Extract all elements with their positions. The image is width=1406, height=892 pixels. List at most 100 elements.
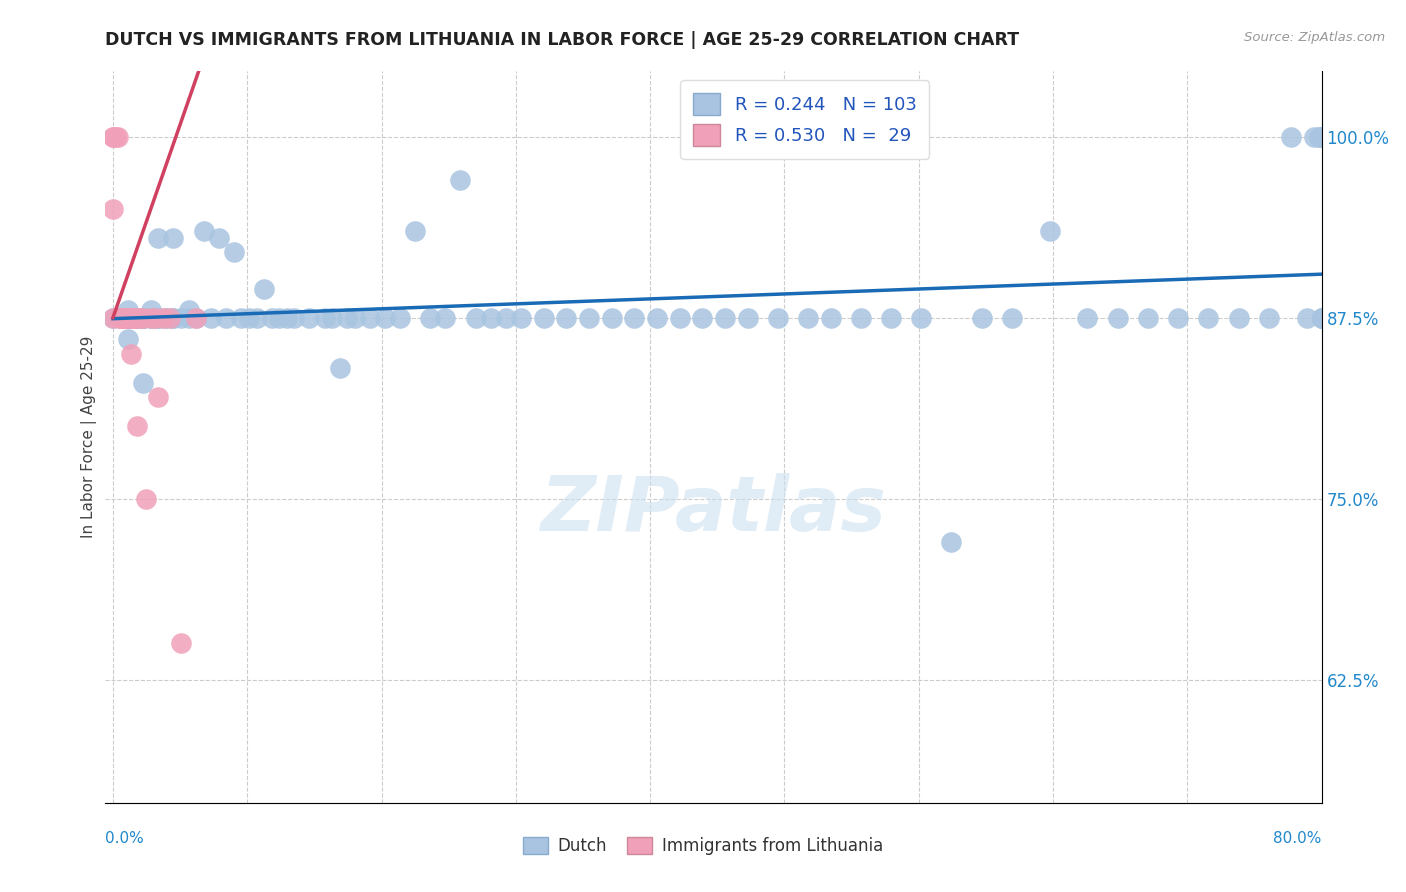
Point	[132, 310, 155, 325]
Point	[1227, 310, 1250, 325]
Point	[110, 310, 132, 325]
Point	[1310, 310, 1333, 325]
Point	[253, 282, 276, 296]
Point	[419, 310, 441, 325]
Point	[148, 390, 170, 404]
Point	[269, 310, 291, 325]
Point	[1309, 129, 1331, 144]
Point	[404, 224, 426, 238]
Point	[1107, 310, 1129, 325]
Point	[245, 310, 267, 325]
Point	[124, 310, 146, 325]
Point	[112, 310, 135, 325]
Point	[162, 231, 184, 245]
Point	[132, 310, 155, 325]
Point	[148, 310, 170, 325]
Point	[162, 310, 184, 325]
Point	[143, 310, 166, 325]
Point	[434, 310, 457, 325]
Point	[1257, 310, 1279, 325]
Point	[139, 310, 162, 325]
Point	[177, 310, 200, 325]
Point	[668, 310, 690, 325]
Point	[117, 310, 139, 325]
Point	[1308, 129, 1330, 144]
Point	[162, 310, 184, 325]
Point	[132, 376, 155, 390]
Point	[1310, 129, 1333, 144]
Point	[766, 310, 789, 325]
Point	[122, 310, 145, 325]
Point	[645, 310, 668, 325]
Point	[849, 310, 872, 325]
Point	[910, 310, 932, 325]
Point	[1303, 129, 1326, 144]
Point	[1310, 310, 1333, 325]
Point	[108, 310, 131, 325]
Point	[148, 231, 170, 245]
Point	[117, 310, 139, 325]
Point	[124, 310, 146, 325]
Point	[132, 310, 155, 325]
Point	[276, 310, 298, 325]
Point	[127, 419, 149, 434]
Point	[314, 310, 336, 325]
Text: Source: ZipAtlas.com: Source: ZipAtlas.com	[1244, 31, 1385, 45]
Point	[139, 310, 162, 325]
Point	[231, 310, 253, 325]
Point	[120, 347, 142, 361]
Point	[555, 310, 578, 325]
Point	[170, 636, 193, 650]
Point	[155, 310, 177, 325]
Point	[124, 310, 146, 325]
Point	[101, 310, 124, 325]
Point	[222, 245, 245, 260]
Text: ZIPatlas: ZIPatlas	[540, 474, 887, 547]
Point	[797, 310, 820, 325]
Point	[155, 310, 177, 325]
Point	[139, 310, 162, 325]
Point	[117, 310, 139, 325]
Point	[110, 310, 132, 325]
Point	[1281, 129, 1303, 144]
Point	[177, 303, 200, 318]
Point	[121, 310, 143, 325]
Point	[600, 310, 623, 325]
Point	[132, 310, 155, 325]
Point	[107, 129, 129, 144]
Point	[714, 310, 737, 325]
Point	[509, 310, 531, 325]
Point	[260, 310, 283, 325]
Point	[184, 310, 207, 325]
Point	[343, 310, 366, 325]
Point	[132, 310, 155, 325]
Text: 80.0%: 80.0%	[1274, 831, 1322, 846]
Point	[820, 310, 842, 325]
Point	[450, 173, 472, 187]
Point	[152, 310, 174, 325]
Point	[283, 310, 305, 325]
Point	[101, 129, 124, 144]
Point	[124, 310, 146, 325]
Point	[118, 310, 141, 325]
Text: 0.0%: 0.0%	[105, 831, 145, 846]
Y-axis label: In Labor Force | Age 25-29: In Labor Force | Age 25-29	[82, 336, 97, 538]
Point	[1310, 129, 1333, 144]
Legend: R = 0.244   N = 103, R = 0.530   N =  29: R = 0.244 N = 103, R = 0.530 N = 29	[681, 80, 929, 159]
Point	[129, 310, 152, 325]
Point	[101, 202, 124, 216]
Point	[336, 310, 359, 325]
Point	[1001, 310, 1024, 325]
Point	[374, 310, 396, 325]
Point	[1076, 310, 1098, 325]
Point	[1310, 310, 1333, 325]
Legend: Dutch, Immigrants from Lithuania: Dutch, Immigrants from Lithuania	[516, 830, 890, 862]
Point	[215, 310, 238, 325]
Point	[1136, 310, 1159, 325]
Point	[737, 310, 759, 325]
Text: DUTCH VS IMMIGRANTS FROM LITHUANIA IN LABOR FORCE | AGE 25-29 CORRELATION CHART: DUTCH VS IMMIGRANTS FROM LITHUANIA IN LA…	[105, 31, 1019, 49]
Point	[114, 310, 136, 325]
Point	[1167, 310, 1189, 325]
Point	[238, 310, 260, 325]
Point	[1039, 224, 1062, 238]
